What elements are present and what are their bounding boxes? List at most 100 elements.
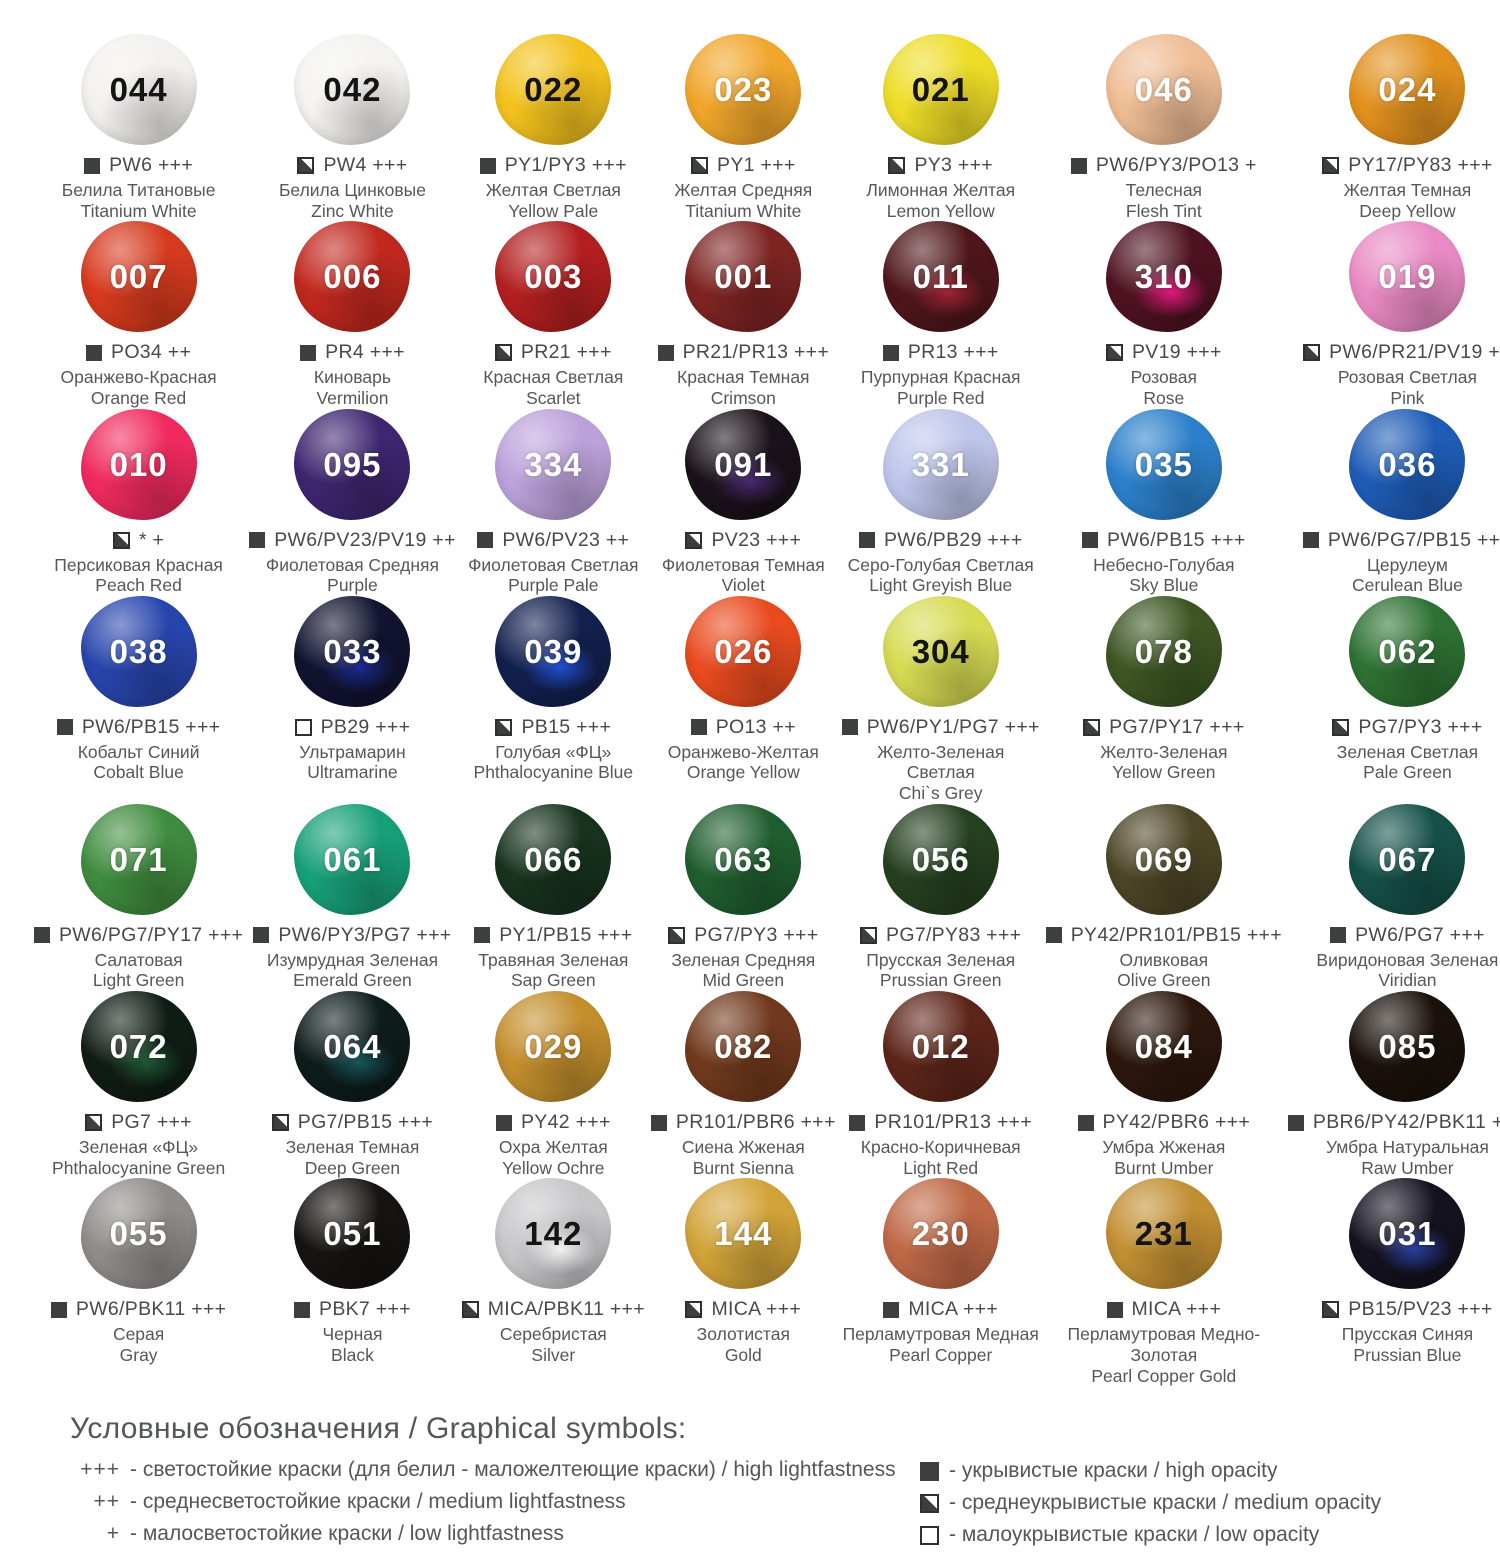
paint-swatch: 024 PY17/PY83 +++ Желтая Темная Deep Yel… — [1288, 34, 1500, 221]
paint-code: 063 — [714, 840, 773, 878]
paint-swatch: 003 PR21 +++ Красная Светлая Scarlet — [462, 221, 645, 408]
paint-blob: 006 — [294, 221, 411, 333]
paint-swatch: 334 PW6/PV23 ++ Фиолетовая Светлая Purpl… — [462, 408, 645, 596]
opacity-symbol-icon — [849, 1114, 866, 1131]
pigment-codes: MICA/PBK11 +++ — [487, 1298, 645, 1321]
paint-swatch: 231 MICA +++ Перламутровая Медно-Золотая… — [1046, 1178, 1282, 1386]
legend-lightfastness-item: + - малосветостойкие краски / low lightfa… — [70, 1522, 920, 1546]
pigment-codes: PO34 ++ — [111, 341, 192, 364]
pigment-codes: PO13 ++ — [715, 715, 796, 738]
paint-swatch: 023 PY1 +++ Желтая Средняя Titanium Whit… — [651, 34, 836, 221]
name-russian: Фиолетовая Темная — [661, 554, 825, 575]
paint-swatch: 012 PR101/PR13 +++ Красно-Коричневая Lig… — [842, 991, 1040, 1178]
swatch-grid: 044 PW6 +++ Белила Титановые Titanium Wh… — [34, 34, 1500, 1386]
pigment-line: PY17/PY83 +++ — [1322, 154, 1492, 177]
paint-swatch: 091 PV23 +++ Фиолетовая Темная Violet — [651, 408, 836, 596]
pigment-codes: MICA +++ — [908, 1298, 999, 1321]
paint-swatch: 142 MICA/PBK11 +++ Серебристая Silver — [461, 1178, 645, 1386]
pigment-codes: PG7/PY3 +++ — [694, 923, 819, 946]
legend-item-text: - укрывистые краски / high opacity — [949, 1459, 1278, 1483]
opacity-symbol-icon — [294, 1301, 311, 1318]
pigment-codes: PY42/PR101/PB15 +++ — [1070, 923, 1282, 946]
paint-swatch: 304 PW6/PY1/PG7 +++ Желто-Зеленая Светла… — [841, 595, 1040, 804]
legend-opacity-item: - укрывистые краски / high opacity — [920, 1459, 1500, 1483]
paint-swatch: 071 PW6/PG7/PY17 +++ Салатовая Light Gre… — [34, 803, 243, 991]
pigment-line: PY42/PBR6 +++ — [1077, 1111, 1251, 1134]
opacity-symbol-icon — [86, 344, 103, 361]
paint-swatch: 063 PG7/PY3 +++ Зеленая Средняя Mid Gree… — [651, 803, 836, 991]
pigment-codes: PG7 +++ — [111, 1111, 192, 1134]
paint-code: 084 — [1134, 1028, 1193, 1066]
paint-blob: 063 — [685, 803, 802, 915]
paint-blob: 055 — [80, 1178, 197, 1290]
name-english: Mid Green — [702, 970, 785, 991]
opacity-symbol-icon — [657, 344, 674, 361]
paint-swatch: 044 PW6 +++ Белила Титановые Titanium Wh… — [34, 34, 243, 221]
pigment-line: PW6/PV23 ++ — [477, 529, 629, 552]
opacity-symbol-icon — [1322, 1301, 1340, 1319]
legend-opacity: - укрывистые краски / high opacity - сред… — [920, 1458, 1500, 1555]
name-russian: Белила Титановые — [61, 180, 216, 200]
name-english: Pink — [1390, 387, 1425, 408]
paint-blob: 067 — [1349, 803, 1466, 915]
paint-code: 046 — [1134, 71, 1193, 108]
name-russian: Пурпурная Красная — [860, 367, 1021, 388]
paint-code: 072 — [109, 1028, 168, 1066]
paint-blob: 066 — [495, 803, 612, 915]
name-english: Scarlet — [526, 387, 581, 408]
pigment-codes: PG7/PY3 +++ — [1358, 715, 1483, 738]
paint-swatch: 001 PR21/PR13 +++ Красная Темная Crimson — [651, 221, 836, 408]
name-english: Cobalt Blue — [93, 762, 184, 783]
pigment-line: PO34 ++ — [86, 341, 191, 364]
pigment-line: PB29 +++ — [294, 716, 411, 739]
paint-code: 071 — [109, 840, 168, 878]
name-english: Deep Yellow — [1359, 200, 1456, 221]
name-russian: Ультрамарин — [299, 741, 406, 762]
name-russian: Оранжево-Красная — [60, 367, 217, 388]
paint-blob: 064 — [294, 991, 411, 1103]
pigment-codes: PR21/PR13 +++ — [682, 341, 830, 364]
pigment-codes: PW6/PG7/PB15 +++ — [1327, 528, 1500, 551]
name-english: Gold — [724, 1344, 762, 1365]
pigment-codes: PW6/PB15 +++ — [81, 715, 221, 738]
paint-code: 142 — [524, 1215, 583, 1253]
opacity-symbol-icon — [479, 157, 496, 174]
paint-code: 024 — [1378, 71, 1437, 108]
paint-blob: 021 — [882, 34, 999, 145]
name-russian: Умбра Натуральная — [1325, 1137, 1489, 1158]
paint-blob: 012 — [882, 991, 999, 1103]
paint-swatch: 021 PY3 +++ Лимонная Желтая Lemon Yellow — [842, 34, 1040, 221]
paint-swatch: 095 PW6/PV23/PV19 ++ Фиолетовая Средняя … — [249, 408, 456, 596]
opacity-symbol-icon — [920, 1493, 939, 1513]
paint-blob: 231 — [1105, 1178, 1222, 1290]
paint-code: 055 — [109, 1215, 168, 1253]
paint-blob: 029 — [495, 991, 612, 1103]
paint-blob: 091 — [685, 408, 802, 520]
pigment-line: PR21/PR13 +++ — [657, 341, 830, 364]
paint-swatch: 084 PY42/PBR6 +++ Умбра Жженая Burnt Umb… — [1046, 991, 1282, 1178]
paint-swatch: 066 PY1/PB15 +++ Травяная Зеленая Sap Gr… — [462, 803, 645, 991]
name-english: Pearl Copper — [889, 1344, 993, 1365]
opacity-symbol-icon — [1287, 1114, 1304, 1131]
pigment-line: PG7/PY3 +++ — [668, 924, 818, 947]
pigment-codes: PR4 +++ — [325, 341, 405, 364]
name-russian: Фиолетовая Светлая — [468, 554, 639, 575]
pigment-line: PY1 +++ — [691, 154, 796, 177]
pigment-line: PG7/PY3 +++ — [1332, 716, 1482, 739]
opacity-symbol-icon — [294, 718, 312, 736]
opacity-symbol-icon — [495, 718, 513, 736]
paint-swatch: 010 * + Персиковая Красная Peach Red — [34, 408, 243, 596]
pigment-codes: PR101/PR13 +++ — [874, 1111, 1033, 1134]
legend-lightfastness-item: ++ - среднесветостойкие краски / medium l… — [70, 1490, 920, 1514]
paint-swatch: 055 PW6/PBK11 +++ Серая Gray — [34, 1178, 243, 1386]
paint-blob: 042 — [294, 34, 411, 145]
paint-swatch: 031 PB15/PV23 +++ Прусская Синяя Prussia… — [1288, 1178, 1500, 1386]
name-english: Olive Green — [1117, 970, 1211, 991]
name-russian: Зеленая «ФЦ» — [79, 1137, 199, 1158]
paint-swatch: 230 MICA +++ Перламутровая Медная Pearl … — [842, 1178, 1040, 1386]
pigment-codes: * + — [138, 528, 165, 551]
pigment-codes: PBR6/PY42/PBK11 +++ — [1312, 1111, 1500, 1134]
paint-code: 036 — [1378, 445, 1437, 483]
name-english: Vermilion — [316, 387, 389, 408]
paint-code: 011 — [912, 258, 969, 296]
